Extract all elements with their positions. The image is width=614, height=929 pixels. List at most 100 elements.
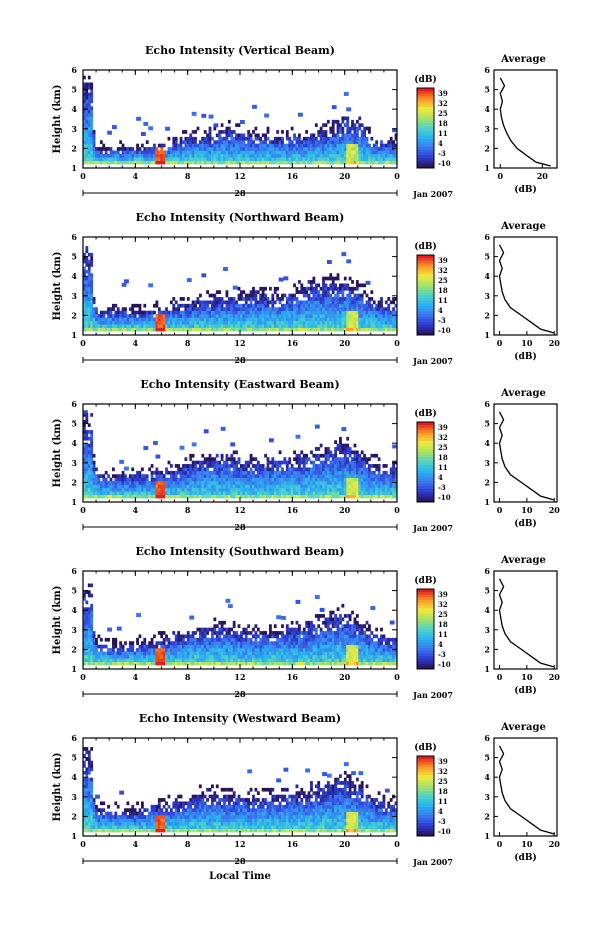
heatmap-cell [220,637,224,642]
heatmap-cell [95,314,98,318]
heatmap-cell [368,320,371,325]
heatmap-cell [87,484,91,489]
heatmap-cell [95,320,98,325]
y-tick-label: 6 [71,232,77,242]
heatmap-cell [223,641,226,645]
heatmap-cell [288,297,292,301]
heatmap-cell [220,644,224,649]
heatmap-cell [312,150,316,155]
heatmap-cell [206,484,209,489]
heatmap-cell [360,123,364,127]
colorbar-segment [417,88,434,92]
heatmap-cell [254,484,258,489]
heatmap-cell [92,654,96,659]
heatmap-cell [186,654,190,659]
avg-y-tick-label: 4 [484,271,490,281]
heatmap-cell [104,658,108,662]
heatmap-cell [198,477,202,482]
heatmap-cell [184,307,188,311]
heatmap-cell [314,290,318,294]
heatmap-cell [249,136,253,141]
heatmap-cell [341,460,345,465]
heatmap-cell [358,310,362,315]
heatmap-cell [179,445,185,450]
heatmap-cell [155,147,159,151]
heatmap-cell [285,143,289,148]
heatmap-cell [111,491,115,495]
heatmap-cell [319,140,323,144]
heatmap-cell [343,494,347,499]
heatmap-cell [319,470,323,475]
heatmap-cell [339,481,342,485]
heatmap-cell [240,153,243,158]
heatmap-cell [329,283,333,288]
heatmap-cell [334,133,338,138]
heatmap-cell [368,481,371,485]
heatmap-cell [215,317,219,322]
heatmap-cell [276,460,280,465]
heatmap-cell [365,153,369,158]
heatmap-cell [121,651,125,656]
heatmap-cell [182,157,185,161]
heatmap-cell [97,153,101,158]
heatmap-cell [392,484,395,489]
heatmap-cell [375,150,379,155]
heatmap-cell [162,481,166,485]
heatmap-cell [363,464,366,468]
heatmap-cell [230,314,234,318]
heatmap-cell [317,290,321,294]
heatmap-cell [346,300,350,305]
colorbar-segment [417,456,434,460]
heatmap-cell [326,327,330,332]
heatmap-cell [331,143,335,148]
heatmap-cell [196,487,200,492]
colorbar-tick-label: 4 [438,306,443,315]
heatmap-cell [300,317,304,322]
heatmap-cell [295,160,299,165]
heatmap-cell [189,641,193,645]
heatmap-cell [148,491,152,495]
heatmap-cell [295,286,299,291]
heatmap-cell [336,160,340,165]
heatmap-cell [336,320,340,325]
heatmap-cell [198,327,202,332]
heatmap-cell [165,481,168,485]
heatmap-cell [242,494,246,499]
heatmap-cell [326,119,330,124]
heatmap-cell [227,464,231,468]
heatmap-cell [336,126,340,131]
heatmap-cell [382,474,386,478]
heatmap-cell [102,477,106,482]
heatmap-cell [307,293,311,298]
heatmap-cell [143,477,147,482]
heatmap-cell [261,491,265,495]
avg-x-tick-label: 20 [537,171,549,181]
heatmap-cell [116,651,120,656]
heatmap-cell [160,320,164,325]
heatmap-cell [310,300,313,305]
heatmap-cell [189,661,193,666]
heatmap-cell [242,327,246,332]
heatmap-cell [128,491,132,495]
heatmap-cell [128,644,132,649]
heatmap-cell [297,487,301,492]
heatmap-cell [124,481,127,485]
heatmap-cell [314,324,318,328]
heatmap-cell [220,481,224,485]
heatmap-cell [368,147,371,151]
heatmap-cell [331,303,335,308]
heatmap-cell [358,123,362,127]
heatmap-cell [252,140,255,144]
heatmap-cell [394,143,398,148]
heatmap-cell [97,327,101,332]
heatmap-cell [261,290,265,294]
heatmap-cell [346,286,350,291]
heatmap-cell [293,457,296,461]
heatmap-cell [83,259,86,264]
heatmap-cell [283,276,289,281]
heatmap-cell [211,641,214,645]
heatmap-cell [213,143,217,148]
heatmap-cell [179,654,183,659]
heatmap-cell [355,160,359,165]
heatmap-cell [230,327,234,332]
